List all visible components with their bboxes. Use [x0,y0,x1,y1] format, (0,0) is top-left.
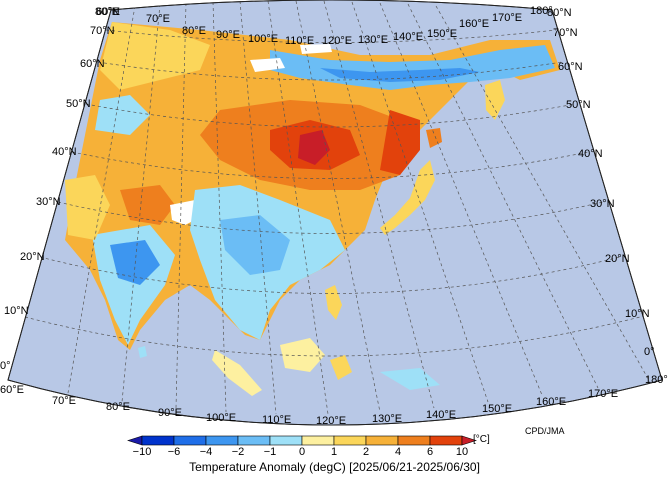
lon-labels-bottom: 60°E 70°E 80°E 90°E 100°E 110°E 120°E 13… [0,374,668,427]
lat-label: 60°N [558,61,583,73]
colorbar-tick: −1 [263,446,277,458]
lon-label: 70°E [146,13,170,25]
lon-label: 80°E [106,401,130,413]
lon-label: 140°E [426,409,456,421]
colorbar-under-arrow [127,435,143,446]
colorbar-tick: 6 [426,446,434,458]
lon-label: 100°E [206,412,236,424]
lat-label: 70°N [553,27,578,39]
lon-label: 170°E [588,388,618,400]
colorbar-unit: [°C] [473,434,490,445]
lon-label: 150°E [482,403,512,415]
lat-label: 10°N [625,308,650,320]
lon-labels-top: 60°E 70°E 80°E 90°E 100°E 110°E 120°E 13… [96,5,553,47]
lat-label: 40°N [578,148,603,160]
sumatra [212,350,262,396]
lon-label: 150°E [427,28,457,40]
lon-label: 160°E [459,18,489,30]
lat-label: 50°N [566,99,591,111]
lon-label: 110°E [285,35,314,47]
sri-lanka [138,346,147,358]
lat-label: 70°N [90,25,115,37]
colorbar-tick: −6 [167,446,181,458]
west-cool [95,95,150,135]
lon-label: 100°E [248,33,278,45]
colorbar-segment [333,435,367,446]
siberia-cold [320,68,480,82]
colorbar-segment [301,435,335,446]
lon-label: 180° [645,374,668,386]
lon-label: 170°E [492,12,522,24]
lat-label: 0° [644,346,655,358]
arctic-missing-2 [300,44,332,54]
borneo [280,338,325,372]
lat-label: 40°N [52,146,77,158]
colorbar-tick: 2 [362,446,370,458]
colorbar-tick: −10 [132,446,152,458]
lon-label: 180° [530,5,553,17]
lat-label: 10°N [4,305,29,317]
colorbar-segment [173,435,207,446]
west-asia-warm [65,175,110,240]
japan [380,160,435,235]
lon-label: 120°E [316,415,346,427]
lon-label: 130°E [372,413,402,425]
manchuria-warm [380,110,420,175]
lat-label: 0° [0,360,11,372]
graticule [8,0,662,425]
lat-label: 50°N [66,98,91,110]
colorbar-segment [205,435,239,446]
lon-label: 130°E [358,34,388,46]
hotspot-core [298,130,330,165]
tibet-warm [120,185,175,225]
colorbar-segment [397,435,431,446]
credit-label: CPD/JMA [525,426,565,436]
colorbar [127,435,477,446]
lat-label: 60°N [80,58,105,70]
lat-label: 20°N [20,251,45,263]
lon-label: 120°E [322,35,352,47]
lon-label: 60°E [0,384,24,396]
lat-label: 30°N [36,196,61,208]
arctic-missing-1 [250,58,285,72]
lon-label: 110°E [262,414,291,426]
lat-label: 30°N [590,198,615,210]
lat-label: 80°N [95,6,120,18]
lat-label: 80°N [547,7,572,19]
lon-label: 90°E [158,407,182,419]
lon-label: 60°E [96,6,120,18]
lon-label: 80°E [182,25,206,37]
land-anomaly-fields [65,22,560,396]
colorbar-segment [365,435,399,446]
colorbar-segment [141,435,175,446]
colorbar-segment [269,435,303,446]
colorbar-tick: 10 [455,446,469,458]
colorbar-over-arrow [461,435,477,446]
colorbar-tick: −4 [199,446,213,458]
lat-labels-right: 0° 10°N 20°N 30°N 40°N 50°N 60°N 70°N 80… [547,7,655,358]
lon-label: 140°E [393,31,423,43]
lat-labels-left: 0° 10°N 20°N 30°N 40°N 50°N 60°N 70°N 80… [0,6,120,372]
colorbar-tick: 0 [298,446,306,458]
lon-label: 90°E [216,29,240,41]
colorbar-tick: 4 [394,446,402,458]
lon-label: 70°E [52,395,76,407]
colorbar-segment [237,435,271,446]
lat-label: 20°N [605,253,630,265]
siberia-cool [270,45,555,90]
colorbar-segment [429,435,463,446]
kamchatka [485,80,505,120]
colorbar-title: Temperature Anomaly (degC) [2025/06/21-2… [189,460,480,474]
colorbar-tick: 1 [330,446,338,458]
colorbar-tick: −2 [231,446,245,458]
sulawesi [330,355,352,380]
lon-label: 160°E [536,396,566,408]
